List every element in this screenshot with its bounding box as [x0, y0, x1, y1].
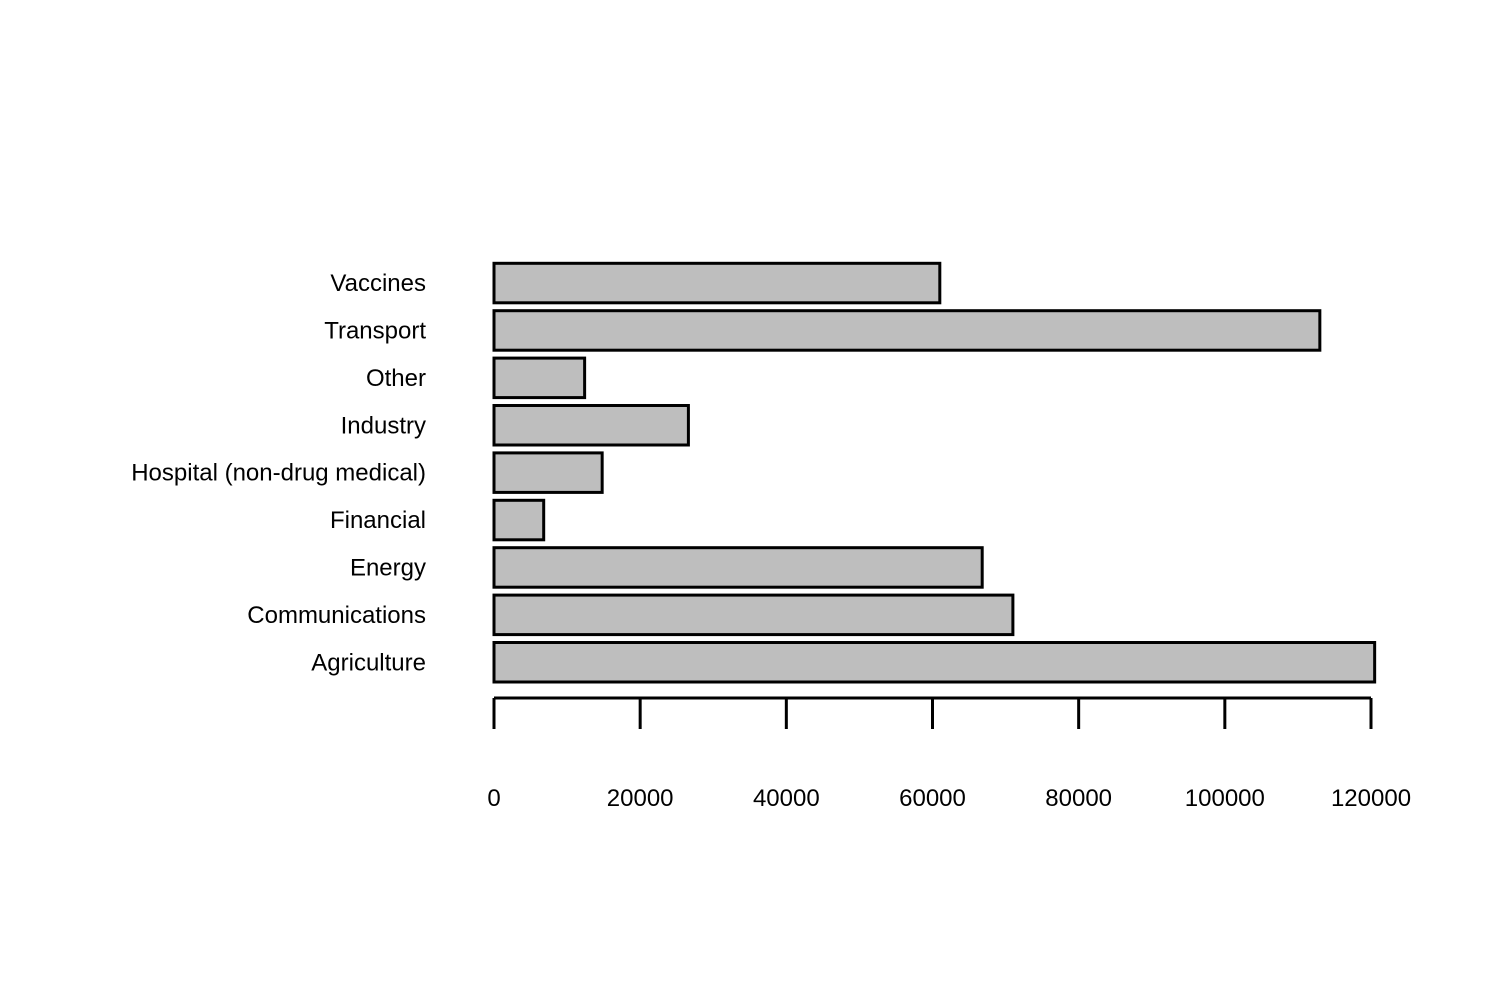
category-label: Vaccines [330, 270, 426, 297]
x-tick-label: 120000 [1331, 785, 1411, 812]
bar [492, 546, 984, 589]
category-label: Financial [330, 507, 426, 534]
bar [492, 261, 942, 305]
bar [492, 309, 1322, 352]
category-label: Energy [350, 554, 426, 581]
x-tick-label: 80000 [1045, 785, 1112, 812]
x-tick-label: 20000 [607, 785, 674, 812]
x-tick-label: 0 [487, 785, 500, 812]
bar [492, 593, 1015, 637]
category-label: Industry [341, 412, 426, 439]
bar [492, 451, 604, 494]
category-label: Hospital (non-drug medical) [131, 460, 426, 487]
category-label: Agriculture [311, 649, 426, 676]
x-axis: 0 20000 40000 60000 80000 100000 120000 [487, 696, 1411, 812]
bar [492, 404, 690, 447]
category-label: Communications [247, 602, 426, 629]
category-label: Other [366, 365, 426, 392]
x-tick-label: 100000 [1185, 785, 1265, 812]
bars-group [492, 261, 1377, 684]
category-labels: Agriculture Communications Energy Financial… [131, 270, 426, 676]
bar [492, 641, 1377, 684]
bar [492, 356, 587, 400]
category-label: Transport [324, 317, 426, 344]
x-tick-label: 60000 [899, 785, 966, 812]
x-tick-label: 40000 [753, 785, 820, 812]
bar [492, 498, 546, 542]
